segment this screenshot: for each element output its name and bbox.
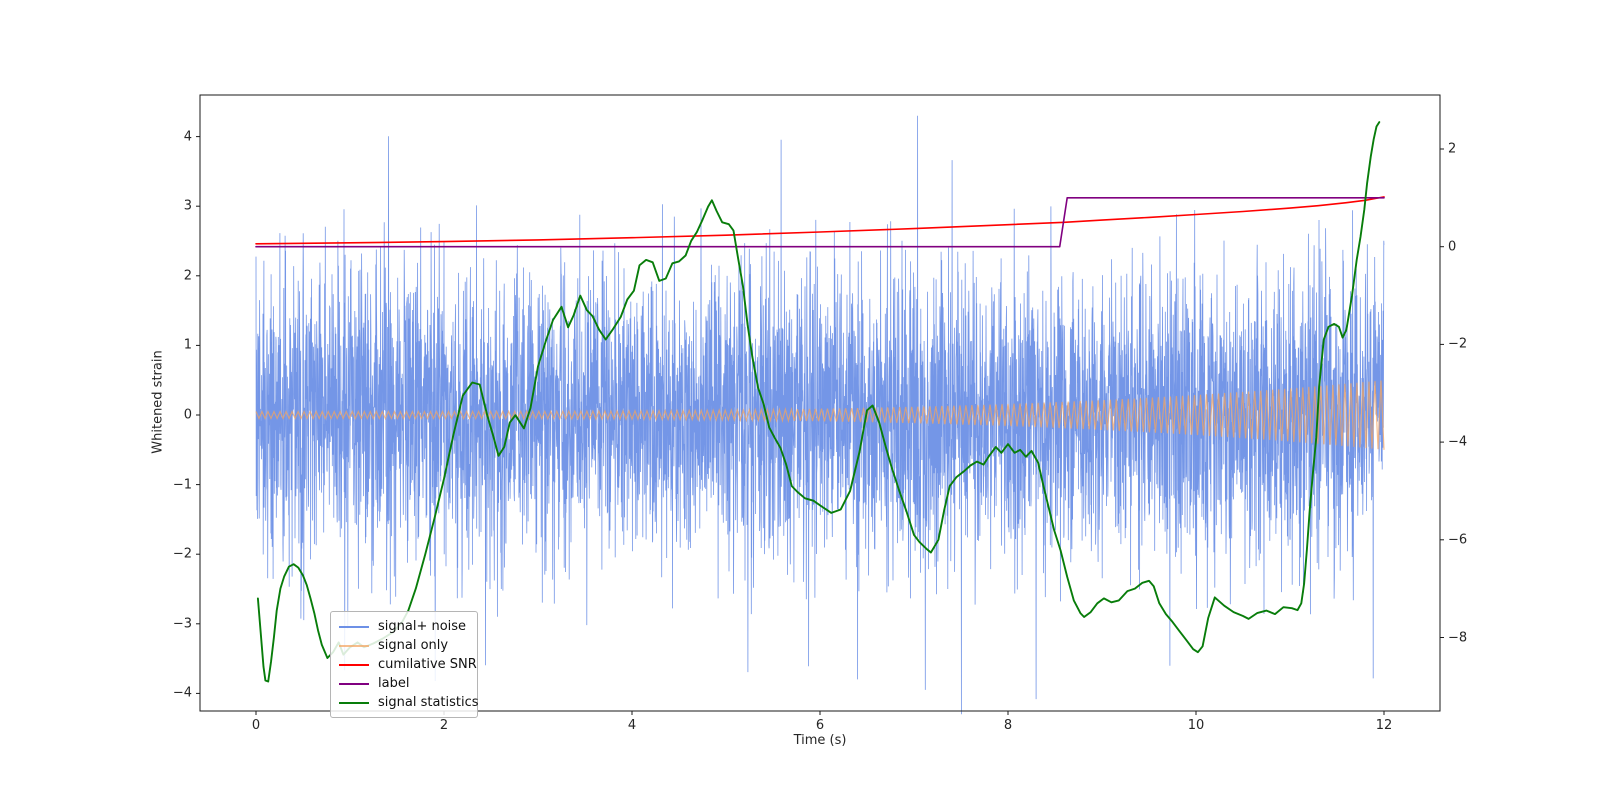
x-tick-label: 12 [1375,718,1393,733]
y-left-tick-label: 3 [183,198,192,214]
y-left-tick-label: 1 [183,337,192,353]
x-tick-label: 10 [1187,718,1205,733]
x-axis-label: Time (s) [793,733,847,748]
x-tick-label: 8 [1003,718,1013,733]
x-tick-label: 6 [815,718,825,733]
y-right-tick-label: 0 [1448,239,1457,255]
y-axis-label-left: Whitened strain [150,350,166,454]
legend-label: signal only [378,638,449,653]
y-left-tick-label: −3 [172,616,192,632]
legend-line-swatch-green [339,701,369,704]
legend-line-swatch-orange [339,644,369,647]
legend-line-swatch-purple [339,682,369,685]
legend-item-label: label [339,674,469,693]
y-left-tick-label: −4 [172,685,192,701]
y-right-tick-label: 2 [1448,141,1457,157]
legend-line-swatch-blue [339,625,369,628]
y-left-tick-label: 0 [183,407,192,423]
legend-item-signal-statistics: signal statistics [339,693,479,712]
y-right-tick-label: −2 [1448,336,1468,352]
y-left-tick-label: 4 [183,129,192,145]
y-left-tick-label: 2 [183,268,192,284]
legend-label: label [378,676,410,691]
legend: signal+ noise signal only cumilative SNR… [330,611,479,718]
legend-item-signal-noise: signal+ noise [339,617,469,636]
x-tick-label: 2 [439,718,449,733]
legend-line-swatch-red [339,663,369,666]
legend-item-cumulative-snr: cumilative SNR [339,655,477,674]
x-tick-label: 4 [627,718,637,733]
y-right-tick-label: −6 [1448,532,1468,548]
y-left-tick-label: −2 [172,546,192,562]
legend-label: signal+ noise [378,619,467,634]
legend-item-signal-only: signal only [339,636,469,655]
legend-label: signal statistics [378,695,479,710]
x-tick-label: 0 [251,718,261,733]
y-left-tick-label: −1 [172,477,192,493]
y-right-tick-label: −4 [1448,434,1468,450]
legend-label: cumilative SNR [378,657,477,672]
y-right-tick-label: −8 [1448,630,1468,645]
